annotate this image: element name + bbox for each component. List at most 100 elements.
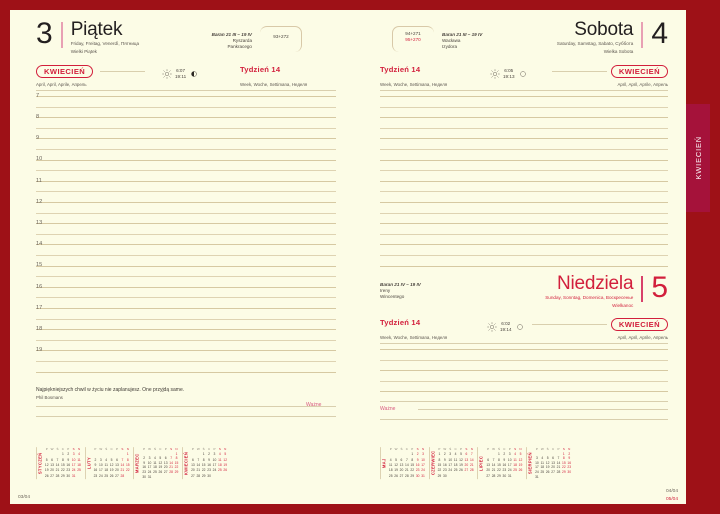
mini-calendar-day[interactable]: 29 bbox=[174, 469, 179, 474]
mini-calendar-day[interactable]: 17 bbox=[212, 463, 217, 468]
mini-calendar-day[interactable]: 8 bbox=[61, 457, 64, 462]
mini-calendar-day[interactable]: 13 bbox=[399, 463, 404, 468]
mini-calendar-day[interactable]: 12 bbox=[545, 460, 550, 465]
mini-calendar-day[interactable]: 30 bbox=[66, 473, 71, 478]
mini-calendar-day[interactable]: 6 bbox=[164, 456, 167, 461]
mini-calendar-day[interactable]: 17 bbox=[448, 463, 453, 468]
mini-calendar-day[interactable]: 13 bbox=[163, 460, 168, 465]
mini-calendar-day[interactable]: 16 bbox=[442, 463, 447, 468]
mini-calendar-day[interactable]: 21 bbox=[491, 468, 496, 473]
mini-calendar-day[interactable]: 7 bbox=[492, 457, 495, 462]
mini-calendar-day[interactable]: 25 bbox=[153, 469, 157, 474]
mini-calendar-day[interactable]: 25 bbox=[513, 468, 517, 473]
mini-calendar-day[interactable]: 1 bbox=[61, 452, 64, 457]
mini-calendar-day[interactable]: 31 bbox=[421, 473, 425, 478]
mini-calendar-month[interactable]: LUTY P W Ś C P S N 1 2 3 4 5 6 7 8 9 10 11 12 13 14 15 16 17 18 19… bbox=[84, 447, 131, 480]
mini-calendar-day[interactable]: 8 bbox=[175, 456, 178, 461]
mini-calendar-day[interactable]: 2 bbox=[143, 456, 146, 461]
mini-calendar-day[interactable]: 19 bbox=[109, 468, 114, 473]
mini-calendar-day[interactable]: 10 bbox=[421, 457, 425, 462]
mini-calendar-day[interactable]: 14 bbox=[169, 460, 173, 465]
mini-calendar-day[interactable]: 7 bbox=[170, 456, 173, 461]
mini-calendar-day[interactable]: 14 bbox=[196, 463, 201, 468]
mini-calendar-day[interactable]: 22 bbox=[61, 468, 65, 473]
mini-calendar-day[interactable]: 12 bbox=[518, 457, 523, 462]
mini-calendar-day[interactable]: 2 bbox=[94, 457, 97, 462]
mini-calendar-day[interactable]: 21 bbox=[556, 465, 561, 470]
mini-calendar-day[interactable]: 17 bbox=[421, 463, 425, 468]
mini-calendar-day[interactable]: 29 bbox=[410, 473, 415, 478]
mini-calendar-day[interactable]: 8 bbox=[562, 456, 565, 461]
mini-calendar-day[interactable]: 13 bbox=[464, 457, 469, 462]
mini-calendar-month[interactable]: KWIECIEŃ P W Ś C P S N 1 2 3 4 5 6 7 8 9 10 11 12 13 14 15 16 17… bbox=[182, 447, 228, 480]
mini-calendar-day[interactable]: 16 bbox=[93, 468, 98, 473]
mini-calendar-day[interactable]: 30 bbox=[142, 474, 146, 479]
mini-calendar-day[interactable]: 18 bbox=[540, 465, 545, 470]
month-tab-kwiecien[interactable]: KWIECIEŃ bbox=[686, 104, 710, 212]
mini-calendar-day[interactable]: 1 bbox=[438, 452, 441, 457]
mini-calendar-day[interactable]: 15 bbox=[201, 463, 206, 468]
mini-calendar-day[interactable]: 18 bbox=[453, 463, 458, 468]
mini-calendar-day[interactable]: 20 bbox=[551, 465, 555, 470]
mini-calendar-day[interactable]: 5 bbox=[546, 456, 549, 461]
mini-calendar-day[interactable]: 29 bbox=[497, 473, 501, 478]
mini-calendar-day[interactable]: 2 bbox=[568, 451, 571, 456]
mini-calendar-day[interactable]: 20 bbox=[191, 468, 195, 473]
mini-calendar-day[interactable]: 20 bbox=[464, 463, 469, 468]
mini-calendar-day[interactable]: 9 bbox=[67, 457, 70, 462]
mini-calendar-day[interactable]: 18 bbox=[153, 465, 157, 470]
mini-calendar-day[interactable]: 29 bbox=[437, 473, 442, 478]
mini-calendar-day[interactable]: 6 bbox=[51, 457, 53, 462]
mini-calendar-day[interactable]: 26 bbox=[394, 473, 398, 478]
mini-calendar-day[interactable]: 18 bbox=[513, 463, 517, 468]
mini-calendar-day[interactable]: 27 bbox=[163, 469, 168, 474]
mini-calendar-day[interactable]: 5 bbox=[224, 452, 227, 457]
mini-calendar-day[interactable]: 23 bbox=[207, 468, 211, 473]
mini-calendar-day[interactable]: 25 bbox=[218, 468, 222, 473]
mini-calendar-day[interactable]: 3 bbox=[148, 456, 151, 461]
mini-calendar-month[interactable]: CZERWIEC P W Ś C P S N 1 2 3 4 5 6 7 8 9 10 11 12 13 14 15 16 17… bbox=[428, 447, 475, 480]
mini-calendar-day[interactable]: 7 bbox=[197, 457, 200, 462]
mini-calendar-day[interactable]: 30 bbox=[207, 473, 211, 478]
mini-calendar-day[interactable]: 2 bbox=[67, 452, 70, 457]
mini-calendar-day[interactable]: 3 bbox=[422, 452, 424, 457]
mini-calendar-day[interactable]: 18 bbox=[77, 463, 81, 468]
mini-calendar-day[interactable]: 13 bbox=[486, 463, 490, 468]
mini-calendar-day[interactable]: 6 bbox=[191, 457, 194, 462]
mini-calendar-day[interactable]: 19 bbox=[44, 468, 49, 473]
mini-calendar-day[interactable]: 25 bbox=[453, 468, 458, 473]
mini-calendar-day[interactable]: 25 bbox=[540, 469, 545, 474]
mini-calendar-day[interactable]: 31 bbox=[535, 474, 539, 479]
mini-calendar-day[interactable]: 21 bbox=[196, 468, 201, 473]
mini-calendar-day[interactable]: 7 bbox=[470, 452, 473, 457]
mini-calendar-day[interactable]: 6 bbox=[465, 452, 468, 457]
mini-calendar-day[interactable]: 16 bbox=[502, 463, 507, 468]
mini-calendar-day[interactable]: 4 bbox=[514, 452, 517, 457]
mini-calendar-day[interactable]: 9 bbox=[94, 463, 97, 468]
mini-calendar-day[interactable]: 14 bbox=[491, 463, 496, 468]
mini-calendar-day[interactable]: 16 bbox=[142, 465, 146, 470]
mini-calendar-day[interactable]: 4 bbox=[541, 456, 544, 461]
mini-calendar-day[interactable]: 27 bbox=[486, 473, 490, 478]
mini-calendar-day[interactable]: 22 bbox=[562, 465, 566, 470]
mini-calendar-month[interactable]: STYCZEŃ P W Ś C P S N 1 2 3 4 5 6 7 8 9 10 11 12 13 14 15 16 17 1… bbox=[36, 447, 82, 480]
mini-calendar-day[interactable]: 12 bbox=[158, 460, 163, 465]
mini-calendar-day[interactable]: 17 bbox=[507, 463, 512, 468]
mini-calendar-day[interactable]: 20 bbox=[115, 468, 119, 473]
mini-calendar-day[interactable]: 10 bbox=[507, 457, 512, 462]
mini-calendar-day[interactable]: 5 bbox=[110, 457, 113, 462]
mini-calendar-day[interactable]: 14 bbox=[405, 463, 409, 468]
mini-calendar-day[interactable]: 7 bbox=[121, 457, 124, 462]
mini-calendar-day[interactable]: 26 bbox=[518, 468, 523, 473]
mini-calendar-day[interactable]: 10 bbox=[71, 457, 76, 462]
mini-calendar-day[interactable]: 26 bbox=[545, 469, 550, 474]
mini-calendar-day[interactable]: 27 bbox=[551, 469, 555, 474]
mini-calendar-day[interactable]: 17 bbox=[535, 465, 539, 470]
mini-calendar-day[interactable]: 10 bbox=[147, 460, 152, 465]
mini-calendar-day[interactable]: 22 bbox=[201, 468, 206, 473]
mini-calendar-day[interactable]: 20 bbox=[486, 468, 490, 473]
mini-calendar-day[interactable]: 30 bbox=[442, 473, 447, 478]
mini-calendar-day[interactable]: 18 bbox=[218, 463, 222, 468]
mini-calendar-day[interactable]: 3 bbox=[72, 452, 75, 457]
mini-calendar-day[interactable]: 10 bbox=[98, 463, 103, 468]
